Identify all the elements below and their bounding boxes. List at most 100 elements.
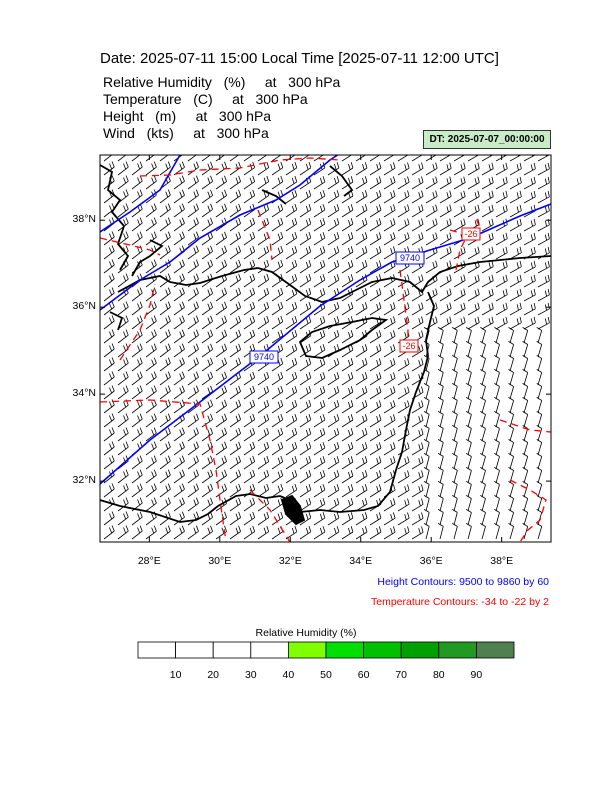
wind-barb bbox=[117, 525, 129, 540]
wind-barb bbox=[243, 399, 256, 414]
wind-barb bbox=[437, 425, 444, 442]
wind-barb bbox=[536, 382, 543, 400]
wind-barb bbox=[159, 427, 171, 442]
wind-barb bbox=[522, 411, 529, 428]
wind-barb bbox=[467, 204, 480, 218]
wind-barb bbox=[467, 288, 480, 302]
wind-barb bbox=[509, 190, 522, 204]
wind-barb bbox=[522, 523, 529, 540]
wind-barb bbox=[243, 161, 256, 176]
wind-barb bbox=[536, 466, 543, 484]
temp-label-1: -26 bbox=[402, 341, 415, 351]
wind-barb bbox=[369, 190, 382, 204]
lon-label: 34°E bbox=[349, 555, 373, 567]
wind-barb bbox=[131, 427, 143, 442]
wind-barb bbox=[271, 399, 284, 414]
wind-barb bbox=[257, 399, 270, 414]
wind-barb bbox=[159, 455, 171, 470]
wind-barb bbox=[173, 259, 185, 274]
wind-barb bbox=[397, 470, 410, 484]
wind-barb bbox=[423, 495, 430, 512]
wind-barb bbox=[159, 287, 171, 302]
wind-barb bbox=[313, 246, 326, 260]
wind-barb bbox=[243, 413, 256, 428]
wind-barb bbox=[257, 427, 270, 442]
wind-barb bbox=[103, 315, 115, 330]
wind-barb bbox=[341, 204, 354, 218]
wind-barb bbox=[285, 329, 298, 344]
wind-barb bbox=[467, 190, 480, 204]
wind-barb bbox=[508, 397, 514, 414]
wind-barb bbox=[201, 343, 213, 358]
height-label-2: 9740 bbox=[400, 253, 420, 263]
wind-barb bbox=[552, 177, 564, 189]
wind-barb bbox=[355, 372, 368, 386]
wind-barb bbox=[439, 246, 452, 260]
wind-barb bbox=[509, 260, 522, 274]
wind-barb bbox=[369, 442, 382, 456]
wind-barb bbox=[423, 467, 430, 484]
wind-barb bbox=[145, 399, 157, 414]
wind-barb bbox=[383, 218, 396, 232]
wind-barb bbox=[229, 413, 241, 428]
wind-barb bbox=[495, 176, 508, 190]
wind-barb bbox=[480, 397, 486, 414]
wind-barb bbox=[465, 369, 472, 386]
wind-barb bbox=[327, 218, 340, 232]
wind-barb bbox=[341, 218, 354, 232]
wind-barbs bbox=[103, 149, 564, 540]
wind-barb bbox=[313, 344, 326, 358]
wind-barb bbox=[131, 189, 143, 204]
lat-label: 38°N bbox=[72, 213, 96, 226]
wind-barb bbox=[437, 509, 444, 526]
wind-barb bbox=[552, 149, 564, 161]
wind-barb bbox=[411, 316, 424, 330]
wind-barb bbox=[131, 385, 143, 400]
wind-barb bbox=[453, 288, 466, 302]
wind-barb bbox=[383, 428, 396, 442]
wind-barb bbox=[341, 428, 354, 442]
wind-barb bbox=[341, 176, 354, 190]
wind-barb bbox=[243, 315, 256, 330]
wind-barb bbox=[425, 232, 438, 246]
height-label-1: 9740 bbox=[254, 352, 274, 362]
wind-barb bbox=[383, 316, 396, 330]
wind-barb bbox=[103, 287, 115, 302]
wind-barb bbox=[411, 190, 424, 204]
wind-barb bbox=[271, 217, 284, 232]
wind-barb bbox=[327, 470, 340, 484]
wind-barb bbox=[243, 155, 254, 162]
wind-barb bbox=[536, 480, 543, 498]
wind-barb bbox=[257, 301, 270, 316]
colorbar-label: 50 bbox=[320, 669, 332, 681]
height-contours-legend: Height Contours: 9500 to 9860 by 60 bbox=[377, 576, 549, 588]
wind-barb bbox=[313, 330, 326, 344]
turkey-coast bbox=[117, 255, 551, 303]
wind-barb bbox=[285, 217, 298, 232]
wind-barb bbox=[536, 438, 543, 456]
wind-barb bbox=[536, 410, 543, 428]
wind-barb bbox=[537, 302, 550, 316]
wind-barb bbox=[522, 355, 529, 372]
colorbar-cell bbox=[137, 641, 176, 659]
wind-barb bbox=[425, 218, 438, 232]
wind-barb bbox=[229, 343, 241, 358]
wind-barb bbox=[131, 231, 143, 246]
wind-barb bbox=[243, 189, 256, 204]
wind-barb bbox=[341, 400, 354, 414]
wind-barb bbox=[523, 316, 536, 330]
wind-barb bbox=[299, 399, 312, 414]
wind-barb bbox=[494, 467, 500, 484]
wind-barb bbox=[537, 162, 550, 176]
wind-barb bbox=[271, 483, 284, 498]
wind-barb bbox=[215, 469, 227, 484]
wind-barb bbox=[159, 525, 171, 540]
wind-barb bbox=[341, 190, 354, 204]
wind-barb bbox=[145, 483, 157, 498]
wind-barb bbox=[397, 204, 410, 218]
wind-barb bbox=[299, 287, 312, 302]
wind-barb bbox=[299, 217, 312, 232]
wind-barb bbox=[187, 357, 199, 372]
wind-barb bbox=[397, 484, 410, 498]
wind-barb bbox=[103, 329, 115, 344]
